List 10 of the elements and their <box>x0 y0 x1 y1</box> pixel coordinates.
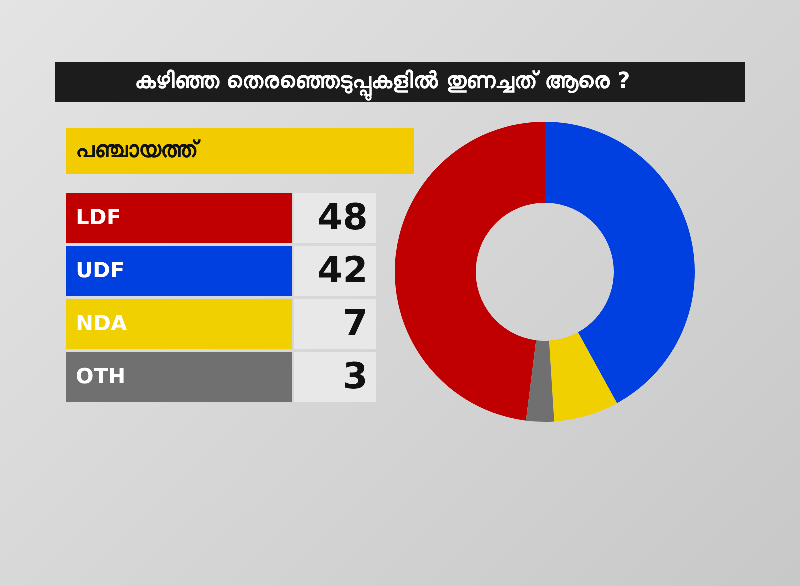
legend-label: UDF <box>76 258 125 282</box>
data-label: 3 <box>342 356 368 398</box>
chart-title: കഴിഞ്ഞ തെരഞ്ഞെടുപ്പുകളിൽ തുണച്ചത് ആരെ ? <box>55 62 745 102</box>
legend-label: NDA <box>76 311 128 336</box>
data-label: 48 <box>318 197 368 238</box>
legend-label: OTH <box>76 364 126 388</box>
text: പഞ്ചായത്ത് <box>66 128 414 174</box>
legend-label: LDF <box>76 205 122 230</box>
data-label: 7 <box>342 303 368 344</box>
data-label: 42 <box>318 250 368 292</box>
